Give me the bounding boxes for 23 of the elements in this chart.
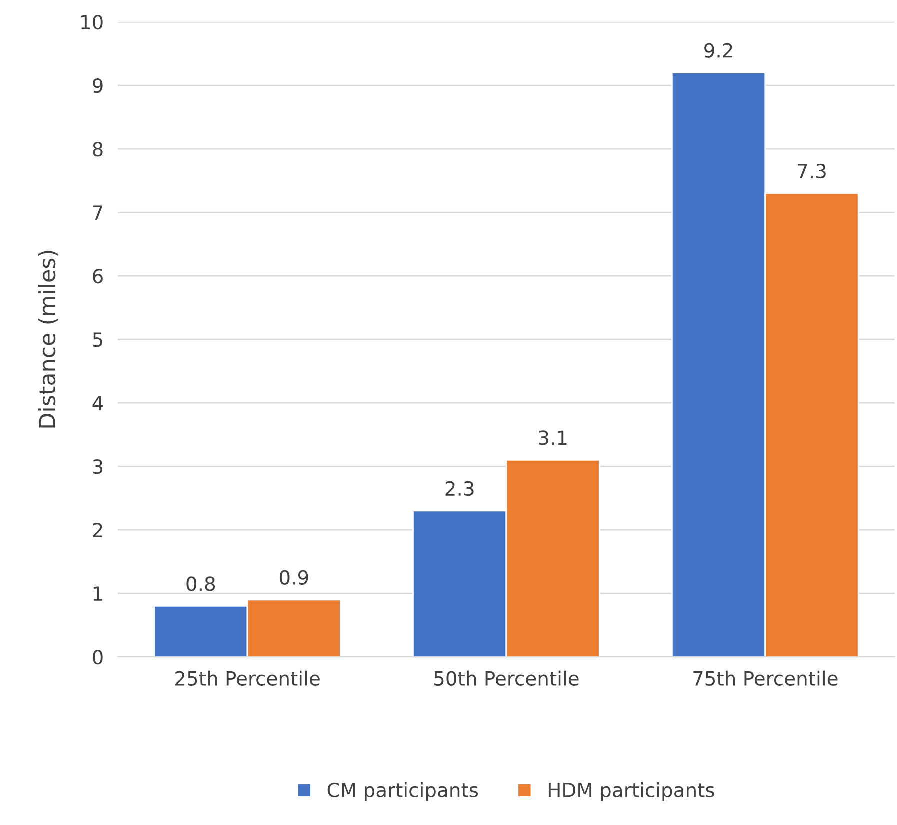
y-tick-label: 9 <box>93 78 103 94</box>
y-tick-label: 8 <box>93 142 103 157</box>
y-tick-label: 10 <box>82 14 103 30</box>
data-label: 0.9 <box>280 570 308 585</box>
y-tick-label: 3 <box>93 459 103 474</box>
y-axis-title: Distance (miles) <box>38 251 58 428</box>
x-tick-label: 50th Percentile <box>434 670 579 686</box>
data-label: 7.3 <box>798 164 826 179</box>
legend-label: HDM participants <box>548 782 714 802</box>
data-label: 0.8 <box>186 576 216 592</box>
data-label: 3.1 <box>539 430 567 446</box>
y-tick-label: 0 <box>93 650 103 665</box>
data-label: 2.3 <box>446 481 474 496</box>
y-tick-label: 7 <box>93 206 102 220</box>
legend-label: CM participants <box>328 782 478 802</box>
x-tick-label: 25th Percentile <box>176 670 320 686</box>
y-tick-label: 4 <box>92 396 104 410</box>
x-tick-label: 75th Percentile <box>694 670 838 686</box>
data-label: 9.2 <box>704 43 732 58</box>
y-tick-label: 6 <box>93 268 103 284</box>
y-tick-label: 5 <box>93 332 102 348</box>
y-tick-label: 1 <box>94 586 102 601</box>
y-tick-label: 2 <box>93 522 102 538</box>
